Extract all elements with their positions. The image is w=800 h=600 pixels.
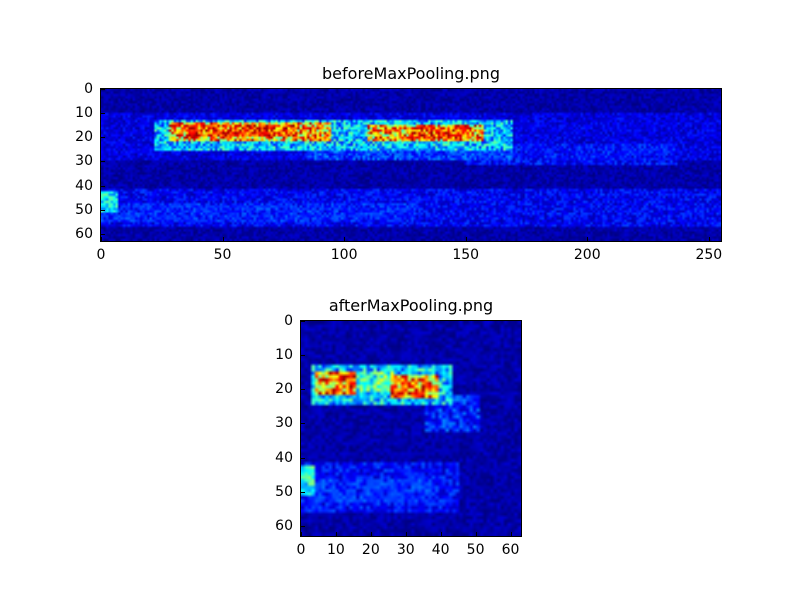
- y-tick-mark: [101, 113, 105, 115]
- x-tick-mark: [475, 532, 477, 536]
- x-axis-ticks: 0 50 100 150 200 250: [97, 241, 723, 269]
- y-tick-mark: [101, 209, 105, 211]
- x-axis-ticks: 0 10 20 30 40 50 60: [297, 536, 521, 564]
- y-tick-mark: [301, 491, 305, 493]
- y-tick-mark: [101, 137, 105, 139]
- y-tick-label: 20: [275, 381, 293, 398]
- x-tick-mark: [222, 237, 224, 241]
- y-tick-label: 50: [75, 201, 93, 218]
- y-axis-ticks: 0 10 20 30 40 50 60: [55, 82, 101, 242]
- y-tick-mark: [301, 321, 305, 322]
- x-tick-label: 100: [330, 247, 358, 263]
- heatmap-canvas: [301, 321, 521, 536]
- x-tick-label: 60: [501, 542, 520, 558]
- y-tick-label: 30: [275, 415, 293, 432]
- x-tick-mark: [465, 237, 467, 241]
- y-tick-mark: [101, 185, 105, 187]
- y-tick-mark: [101, 233, 105, 235]
- x-tick-mark: [510, 532, 512, 536]
- x-tick-label: 50: [466, 542, 485, 558]
- x-tick-label: 40: [431, 542, 450, 558]
- x-tick-mark: [440, 532, 442, 536]
- x-tick-label: 20: [361, 542, 380, 558]
- y-tick-label: 60: [275, 517, 293, 534]
- x-tick-label: 10: [326, 542, 345, 558]
- y-tick-label: 40: [275, 449, 293, 466]
- x-tick-label: 0: [96, 247, 106, 263]
- y-tick-mark: [301, 423, 305, 425]
- x-tick-mark: [587, 237, 589, 241]
- chart-title: afterMaxPooling.png: [328, 296, 494, 315]
- y-tick-label: 10: [275, 347, 293, 364]
- x-tick-mark: [405, 532, 407, 536]
- heatmap-canvas: [101, 89, 721, 241]
- y-tick-label: 0: [84, 81, 93, 97]
- y-tick-mark: [301, 525, 305, 527]
- y-tick-label: 60: [75, 225, 93, 242]
- x-tick-mark: [335, 532, 337, 536]
- y-tick-mark: [301, 389, 305, 391]
- before-maxpooling-plot: beforeMaxPooling.png 0 50 100 150 200 250 0 10…: [75, 66, 722, 263]
- after-maxpooling-plot: afterMaxPooling.png 0 10 20 30 40 50 60 0 10 20 3…: [275, 298, 522, 557]
- y-tick-label: 0: [284, 313, 293, 329]
- x-tick-label: 150: [452, 247, 480, 263]
- x-tick-mark: [370, 532, 372, 536]
- x-tick-label: 250: [695, 247, 723, 263]
- x-tick-mark: [344, 237, 346, 241]
- y-axis-ticks: 0 10 20 30 40 50 60: [255, 314, 301, 536]
- y-tick-label: 50: [275, 483, 293, 500]
- chart-title: beforeMaxPooling.png: [322, 64, 500, 83]
- x-tick-label: 200: [573, 247, 601, 263]
- y-tick-mark: [101, 89, 105, 90]
- y-tick-mark: [301, 457, 305, 459]
- y-tick-mark: [301, 355, 305, 357]
- x-tick-label: 50: [213, 247, 232, 263]
- x-tick-mark: [101, 237, 102, 241]
- x-tick-label: 30: [396, 542, 415, 558]
- y-tick-mark: [101, 161, 105, 163]
- y-tick-label: 20: [75, 129, 93, 146]
- y-tick-label: 30: [75, 153, 93, 170]
- y-tick-label: 40: [75, 177, 93, 194]
- y-tick-label: 10: [75, 105, 93, 122]
- x-tick-mark: [301, 532, 302, 536]
- x-tick-mark: [708, 237, 710, 241]
- x-tick-label: 0: [296, 542, 306, 558]
